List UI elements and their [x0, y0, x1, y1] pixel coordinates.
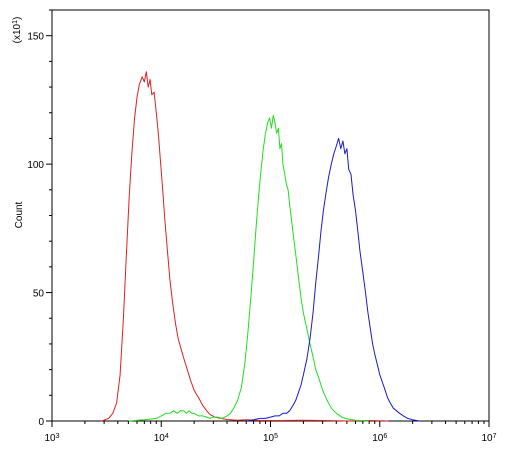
y-multiplier-close: ) — [12, 17, 23, 20]
axes — [51, 9, 490, 422]
y-axis-label: Count — [14, 201, 25, 228]
x-tick-label: 103 — [44, 433, 59, 445]
y-tick-label: 100 — [27, 160, 44, 171]
x-tick-base: 10 — [372, 433, 384, 444]
y-tick-label: 150 — [27, 32, 44, 43]
plot-frame — [51, 9, 490, 422]
series-line-1 — [100, 71, 389, 422]
y-multiplier-label: (x101) — [12, 17, 24, 44]
x-tick-label: 104 — [154, 433, 169, 445]
x-tick-base: 10 — [481, 433, 493, 444]
series-line-2 — [128, 114, 370, 422]
x-tick-label: 105 — [263, 433, 278, 445]
x-tick-exp: 4 — [165, 433, 169, 440]
x-tick-exp: 5 — [274, 433, 278, 440]
x-tick-label: 107 — [481, 433, 496, 445]
series-group — [100, 71, 420, 422]
x-tick-exp: 7 — [493, 433, 497, 440]
x-tick-base: 10 — [44, 433, 56, 444]
y-tick-label: 50 — [33, 289, 45, 300]
x-tick-exp: 6 — [383, 433, 387, 440]
series-line-3 — [246, 137, 420, 422]
y-multiplier-base: (x10 — [12, 23, 23, 43]
x-tick-label: 106 — [372, 433, 387, 445]
y-multiplier-exp: 1 — [12, 20, 19, 24]
y-tick-label: 0 — [38, 417, 44, 428]
x-tick-exp: 3 — [56, 433, 60, 440]
x-tick-base: 10 — [154, 433, 166, 444]
x-tick-base: 10 — [263, 433, 275, 444]
